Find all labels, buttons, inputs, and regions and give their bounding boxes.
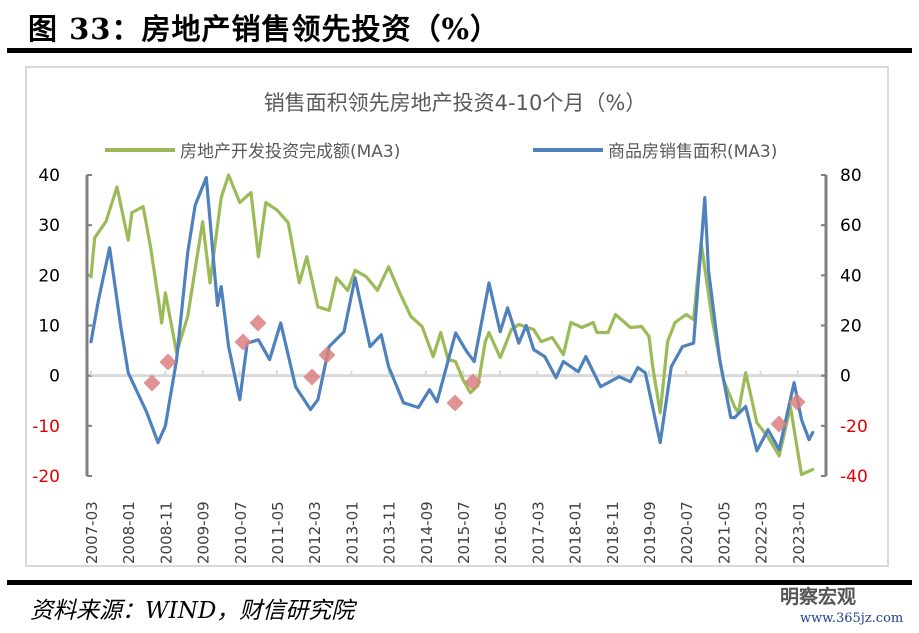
watermark-url: www.365jz.com: [800, 611, 904, 626]
chart-frame: [25, 66, 889, 567]
right-tick-label: 40: [840, 266, 862, 286]
left-tick-label: 30: [38, 216, 60, 236]
right-tick-label: -20: [840, 417, 868, 437]
right-tick-label: 0: [840, 367, 851, 387]
lead-arrow-marker: [770, 415, 788, 433]
source-note: 资料来源：WIND，财信研究院: [30, 598, 355, 624]
left-tick-label: 10: [38, 317, 60, 337]
right-tick-label: 80: [840, 166, 862, 186]
left-tick-label: 20: [38, 266, 60, 286]
series-line-investment: [89, 173, 815, 477]
x-tick-label: 2016-05: [492, 501, 510, 564]
x-tick-label: 2011-05: [269, 501, 287, 564]
lead-arrow-marker: [788, 393, 806, 411]
lead-arrow-marker: [234, 333, 252, 351]
lead-arrow-marker: [303, 368, 321, 386]
legend-label-sales: 商品房销售面积(MA3): [608, 142, 777, 162]
watermark-name: 明察宏观: [780, 586, 857, 608]
lead-arrow-marker: [249, 314, 267, 332]
x-tick-label: 2013-11: [381, 501, 399, 564]
lead-arrow-marker: [143, 374, 161, 392]
legend: 房地产开发投资完成额(MA3) 商品房销售面积(MA3): [105, 142, 777, 162]
x-tick-label: 2015-07: [455, 501, 473, 564]
right-tick-label: -40: [840, 467, 868, 487]
bottom-rule: [7, 580, 912, 585]
x-tick-label: 2012-03: [306, 501, 324, 564]
x-tick-label: 2010-07: [232, 501, 250, 564]
x-tick-label: 2022-03: [753, 501, 771, 564]
left-tick-label: -10: [32, 417, 60, 437]
x-tick-label: 2023-01: [790, 501, 808, 564]
x-tick-label: 2008-01: [120, 501, 138, 564]
left-tick-label: 0: [49, 367, 60, 387]
x-tick-label: 2017-03: [529, 501, 547, 564]
series-line-sales: [89, 175, 815, 453]
x-tick-label: 2009-09: [195, 501, 213, 564]
x-tick-label: 2020-07: [678, 501, 696, 564]
right-tick-label: 20: [840, 317, 862, 337]
figure-title: 图 33：房地产销售领先投资（%）: [28, 12, 501, 46]
x-tick-label: 2018-01: [567, 501, 585, 564]
left-tick-label: 40: [38, 166, 60, 186]
top-rule: [7, 48, 912, 53]
x-tick-label: 2019-09: [641, 501, 659, 564]
x-tick-label: 2007-03: [83, 501, 101, 564]
x-tick-label: 2014-09: [418, 501, 436, 564]
x-tick-label: 2018-11: [604, 501, 622, 564]
x-tick-label: 2008-11: [157, 501, 175, 564]
left-tick-label: -20: [32, 467, 60, 487]
right-tick-label: 60: [840, 216, 862, 236]
x-tick-label: 2021-05: [715, 501, 733, 564]
lead-arrow-marker: [318, 346, 336, 364]
legend-label-investment: 房地产开发投资完成额(MA3): [180, 142, 400, 162]
chart-title: 销售面积领先房地产投资4-10个月（%）: [264, 91, 647, 115]
lead-arrow-marker: [159, 353, 177, 371]
lead-arrow-marker: [464, 373, 482, 391]
x-tick-label: 2013-01: [343, 501, 361, 564]
lead-arrow-marker: [446, 394, 464, 412]
